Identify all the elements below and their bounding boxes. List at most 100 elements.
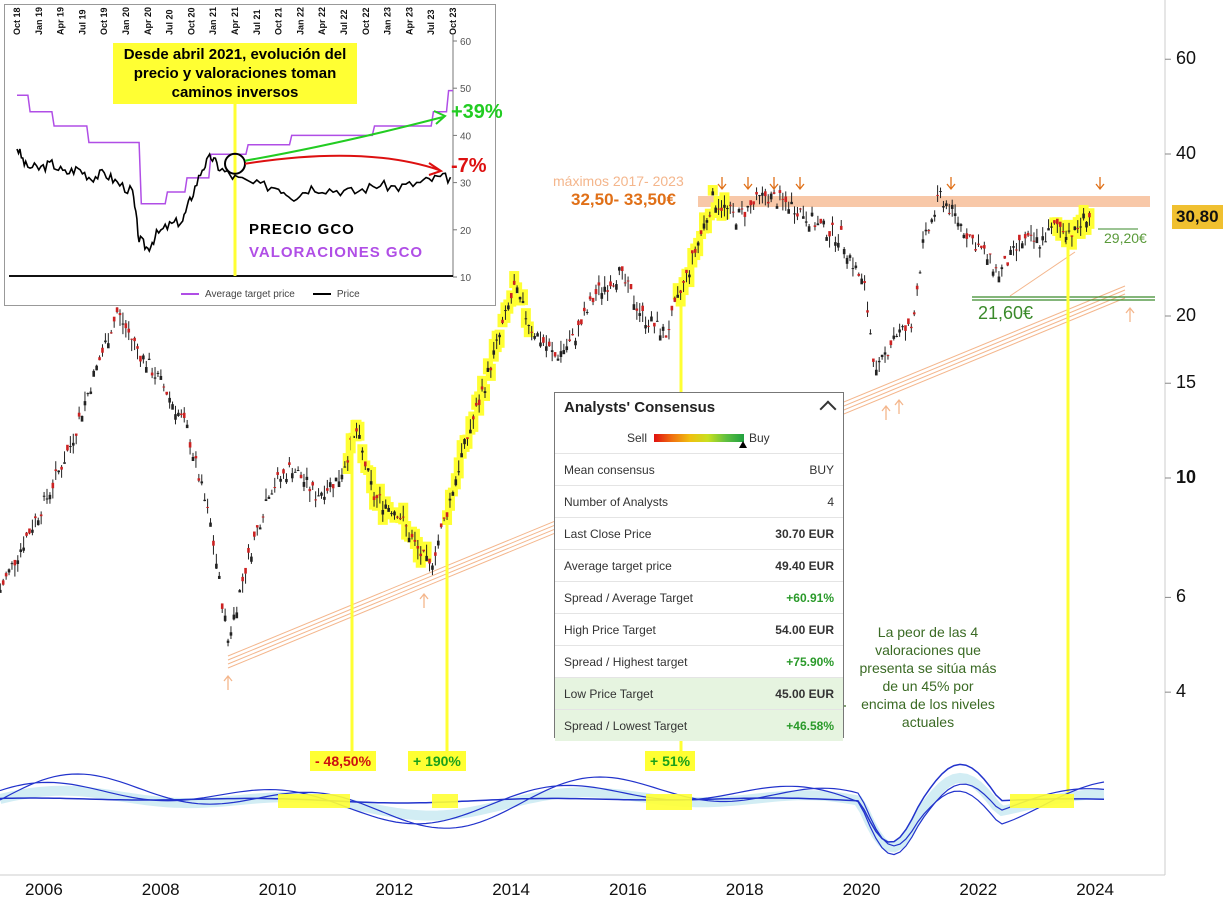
candle-body: [971, 234, 974, 239]
candle-body: [1050, 226, 1053, 228]
candle-body: [974, 249, 977, 251]
candle-body: [939, 191, 942, 193]
candle-body: [63, 462, 66, 464]
candle-body: [174, 414, 177, 420]
candle-body: [264, 499, 268, 502]
candle-body: [101, 347, 104, 353]
candle-body: [302, 481, 306, 487]
candle-body: [451, 492, 455, 496]
candle-body: [191, 457, 195, 462]
inset-x-tick-label: Jul 21: [252, 9, 262, 35]
candle-body: [857, 273, 861, 276]
x-tick-label: 2016: [609, 880, 647, 899]
candle-body: [1061, 231, 1065, 233]
candle-body: [650, 316, 653, 322]
row-label: Last Close Price: [564, 526, 652, 541]
candle-body: [124, 323, 128, 329]
inset-y-tick-label: 20: [460, 226, 472, 237]
candle-body: [688, 274, 691, 278]
candle-body: [585, 311, 589, 313]
candle-body: [980, 245, 983, 248]
consensus-row: High Price Target 54.00 EUR: [555, 613, 843, 645]
candle-body: [702, 223, 706, 229]
candle-body: [229, 632, 233, 636]
candle-body: [530, 331, 534, 333]
candle-body: [366, 468, 370, 471]
candle-body: [384, 504, 388, 509]
candle-body: [215, 563, 218, 569]
candle-body: [4, 573, 8, 577]
candle-body: [714, 207, 717, 213]
candle-body: [139, 355, 142, 362]
candle-body: [399, 517, 402, 520]
candle-body: [442, 517, 446, 519]
candle-body: [588, 296, 592, 300]
candle-body: [331, 484, 335, 489]
candle-body: [45, 498, 49, 500]
candle-body: [661, 326, 665, 331]
inset-x-tick-label: Oct 23: [448, 7, 458, 35]
candle-body: [326, 488, 329, 491]
y-tick-label: 10: [1176, 467, 1197, 487]
candle-body: [728, 204, 732, 206]
candle-body: [807, 226, 811, 232]
candle-body: [872, 358, 875, 362]
candle-body: [71, 442, 75, 446]
candle-body: [305, 476, 309, 481]
candle-body: [311, 482, 315, 486]
inset-x-tick-label: Oct 21: [274, 7, 284, 35]
candle-body: [950, 204, 954, 209]
candle-body: [968, 234, 972, 236]
candle-body: [457, 471, 461, 473]
candle-body: [159, 375, 163, 380]
oscillator-panel: [0, 763, 1105, 856]
candle-body: [54, 469, 58, 472]
candle-body: [413, 539, 417, 542]
candle-body: [1070, 235, 1074, 237]
candle-body: [42, 495, 46, 497]
candle-body: [618, 267, 621, 271]
candle-body: [352, 435, 355, 438]
candle-body: [0, 589, 2, 593]
candle-body: [133, 337, 136, 342]
inset-x-tick-label: Oct 22: [361, 7, 371, 35]
candle-body: [1053, 220, 1056, 224]
x-tick-label: 2008: [141, 880, 180, 899]
candle-body: [603, 286, 607, 292]
candle-body: [445, 512, 449, 517]
candle-body: [460, 453, 463, 458]
candle-body: [206, 506, 209, 508]
candle-body: [454, 479, 458, 486]
candle-body: [521, 300, 525, 304]
candle-body: [778, 190, 782, 193]
candle-body: [282, 469, 285, 474]
candle-body: [86, 393, 90, 395]
max-label: máximos 2017- 2023: [553, 173, 684, 189]
candle-body: [582, 307, 586, 312]
legend-price-text: Price: [336, 289, 360, 300]
candle-body: [527, 325, 531, 327]
candle-body: [772, 192, 776, 194]
candle-body: [16, 560, 20, 564]
candle-body: [562, 350, 566, 355]
candle-body: [559, 351, 563, 357]
candle-body: [489, 367, 493, 371]
candle-body: [425, 555, 428, 562]
row-label: Spread / Highest target: [564, 654, 688, 669]
candle-body: [985, 259, 989, 265]
scale-gradient: [654, 434, 744, 442]
arrow-markers: [223, 177, 1135, 712]
valuations-label: VALORACIONES GCO: [249, 244, 424, 261]
candle-body: [95, 365, 98, 371]
candle-body: [626, 280, 630, 282]
candle-body: [241, 576, 244, 582]
candle-body: [810, 212, 814, 217]
candle-body: [434, 552, 437, 556]
candle-body: [904, 325, 907, 331]
candle-body: [577, 320, 580, 326]
candle-body: [217, 575, 221, 579]
candle-body: [10, 563, 14, 565]
candle-body: [150, 372, 154, 376]
candle-body: [288, 462, 291, 465]
candle-body: [991, 271, 995, 276]
